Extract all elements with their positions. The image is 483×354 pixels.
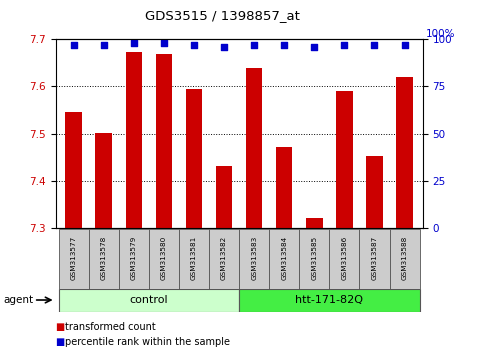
Bar bbox=[156, 54, 172, 228]
Text: GSM313583: GSM313583 bbox=[251, 235, 257, 280]
Bar bbox=[239, 229, 269, 289]
Point bbox=[190, 42, 198, 47]
Text: GDS3515 / 1398857_at: GDS3515 / 1398857_at bbox=[145, 9, 299, 22]
Bar bbox=[119, 229, 149, 289]
Text: GSM313584: GSM313584 bbox=[281, 235, 287, 280]
Text: 100%: 100% bbox=[426, 29, 456, 39]
Text: ■: ■ bbox=[56, 322, 65, 332]
Text: transformed count: transformed count bbox=[65, 322, 156, 332]
Bar bbox=[396, 77, 413, 228]
Text: GSM313586: GSM313586 bbox=[341, 235, 347, 280]
Bar bbox=[185, 89, 202, 228]
Bar bbox=[359, 229, 389, 289]
Bar bbox=[239, 289, 420, 312]
Bar bbox=[299, 229, 329, 289]
Point bbox=[220, 44, 228, 49]
Text: control: control bbox=[129, 295, 168, 305]
Point bbox=[70, 42, 77, 47]
Text: ■: ■ bbox=[56, 337, 65, 347]
Point bbox=[311, 44, 318, 49]
Bar bbox=[336, 91, 353, 228]
Bar bbox=[216, 166, 232, 228]
Point bbox=[401, 42, 409, 47]
Point bbox=[370, 42, 378, 47]
Bar bbox=[209, 229, 239, 289]
Bar bbox=[96, 133, 112, 228]
Bar bbox=[58, 289, 239, 312]
Bar bbox=[65, 112, 82, 228]
Bar bbox=[306, 218, 323, 228]
Text: agent: agent bbox=[4, 295, 34, 305]
Point bbox=[250, 42, 258, 47]
Bar bbox=[126, 52, 142, 228]
Bar bbox=[276, 147, 293, 228]
Bar bbox=[179, 229, 209, 289]
Text: GSM313581: GSM313581 bbox=[191, 235, 197, 280]
Text: GSM313585: GSM313585 bbox=[312, 235, 317, 280]
Text: GSM313582: GSM313582 bbox=[221, 235, 227, 280]
Point bbox=[130, 40, 138, 46]
Text: htt-171-82Q: htt-171-82Q bbox=[295, 295, 363, 305]
Text: GSM313588: GSM313588 bbox=[401, 235, 408, 280]
Point bbox=[341, 42, 348, 47]
Text: GSM313577: GSM313577 bbox=[71, 235, 77, 280]
Bar bbox=[389, 229, 420, 289]
Text: GSM313580: GSM313580 bbox=[161, 235, 167, 280]
Bar bbox=[89, 229, 119, 289]
Bar bbox=[246, 68, 262, 228]
Bar bbox=[329, 229, 359, 289]
Bar bbox=[269, 229, 299, 289]
Point bbox=[100, 42, 108, 47]
Text: percentile rank within the sample: percentile rank within the sample bbox=[65, 337, 230, 347]
Bar bbox=[366, 156, 383, 228]
Point bbox=[280, 42, 288, 47]
Text: GSM313578: GSM313578 bbox=[100, 235, 107, 280]
Bar bbox=[149, 229, 179, 289]
Bar bbox=[58, 229, 89, 289]
Text: GSM313587: GSM313587 bbox=[371, 235, 378, 280]
Point bbox=[160, 40, 168, 46]
Text: GSM313579: GSM313579 bbox=[131, 235, 137, 280]
